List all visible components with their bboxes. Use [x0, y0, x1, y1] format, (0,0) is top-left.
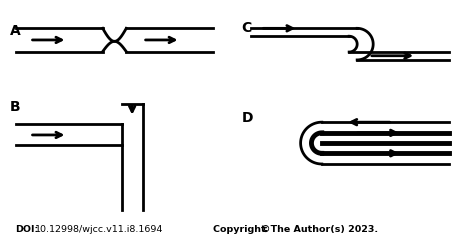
- Text: 10.12998/wjcc.v11.i8.1694: 10.12998/wjcc.v11.i8.1694: [36, 225, 164, 234]
- Text: A: A: [10, 24, 21, 38]
- Text: Copyright: Copyright: [213, 225, 269, 234]
- Text: B: B: [10, 100, 20, 114]
- Text: ©The Author(s) 2023.: ©The Author(s) 2023.: [261, 225, 378, 234]
- Text: DOI:: DOI:: [16, 225, 39, 234]
- Text: D: D: [242, 111, 253, 124]
- Text: C: C: [242, 21, 252, 35]
